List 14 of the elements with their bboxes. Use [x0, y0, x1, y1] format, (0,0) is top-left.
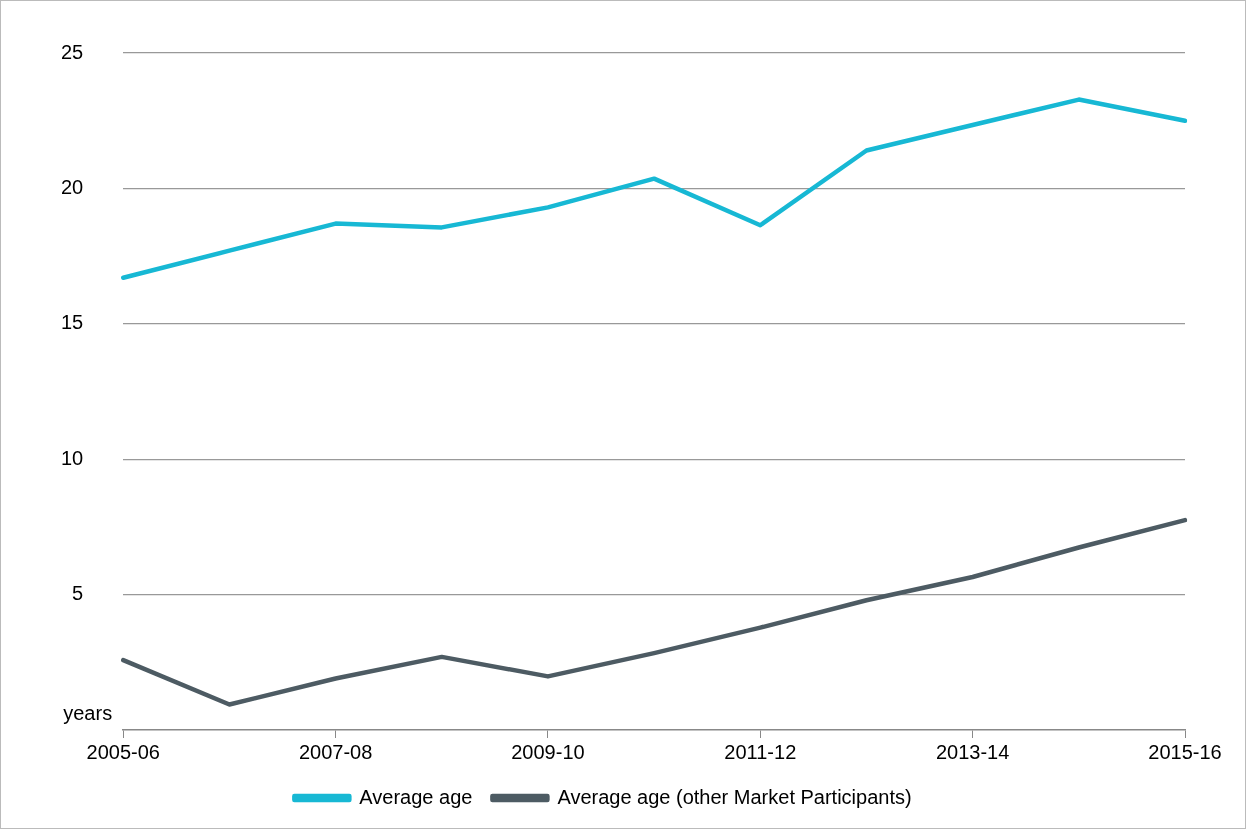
- y-tick-label: 5: [72, 582, 84, 605]
- y-tick-label: 20: [61, 175, 84, 198]
- y-tick-label: 15: [61, 311, 84, 334]
- x-tick-label: 2007-08: [298, 740, 373, 763]
- legend-label: Average age: [359, 785, 473, 808]
- x-tick-label: 2011-12: [724, 740, 797, 763]
- x-tick-label: 2009-10: [511, 740, 585, 763]
- y-tick-label: 10: [61, 446, 84, 469]
- x-tick-label: 2005-06: [86, 740, 160, 763]
- y-axis-title: years: [63, 701, 113, 724]
- x-tick-label: 2015-16: [1148, 740, 1222, 763]
- x-tick-label: 2013-14: [935, 740, 1010, 763]
- legend-label: Average age (other Market Participants): [557, 785, 912, 808]
- y-tick-label: 25: [61, 40, 84, 63]
